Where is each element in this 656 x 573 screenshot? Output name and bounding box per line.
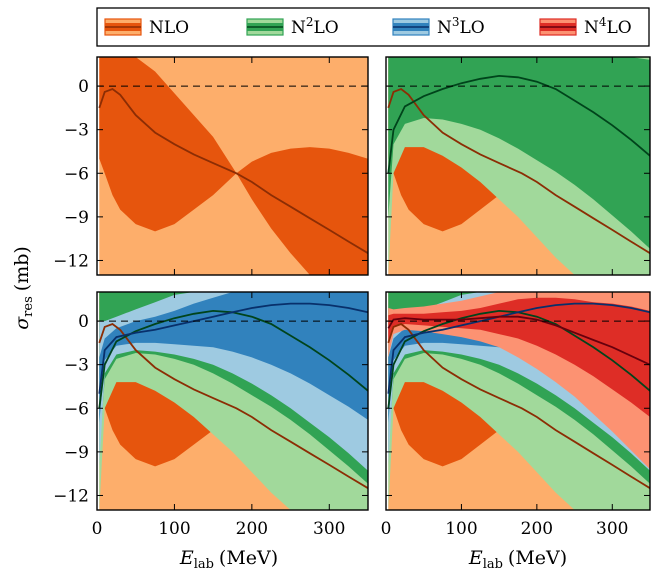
- x-axis-symbol-right: E: [468, 547, 483, 569]
- x-tick-label: 200: [236, 519, 268, 539]
- y-tick-label: 0: [78, 312, 89, 332]
- x-axis-subscript-right: lab: [483, 557, 503, 572]
- x-axis-subscript-left: lab: [194, 557, 214, 572]
- x-tick-label: 300: [596, 519, 628, 539]
- y-axis-title: σres (mb): [11, 246, 36, 330]
- legend-item-n4lo: N4LO: [539, 15, 632, 38]
- legend-label: NLO: [149, 18, 189, 38]
- y-tick-label: −9: [64, 443, 89, 463]
- y-tick-label: −12: [53, 486, 89, 506]
- n3lo-center-line: [387, 302, 650, 394]
- nlo-center-line: [387, 87, 650, 254]
- x-axis-symbol-left: E: [179, 547, 194, 569]
- legend-item-nlo: NLO: [104, 18, 189, 38]
- plot-frame: [385, 56, 651, 276]
- x-tick-label: 100: [445, 519, 477, 539]
- x-axis-title-right: Elab (MeV): [468, 547, 567, 572]
- nlo-band-68: [99, 57, 368, 275]
- x-axis-title-left: Elab (MeV): [179, 547, 278, 572]
- n3lo-center-line: [98, 302, 368, 394]
- ticks: [385, 57, 650, 275]
- y-tick-label: −3: [64, 121, 89, 141]
- legend: NLO N2LO N3LO N4LO: [96, 7, 650, 47]
- x-tick-label: 0: [92, 519, 103, 539]
- panel-1: 0 −3 −6 −9 −12: [53, 56, 369, 276]
- panel-4: 0 100 200 300: [381, 291, 651, 539]
- y-tick-label: 0: [78, 77, 89, 97]
- y-tick-label: −3: [64, 356, 89, 376]
- ticks: [96, 292, 368, 510]
- plot-frame: [385, 291, 651, 511]
- x-tick-label: 100: [158, 519, 190, 539]
- plot-frame: [96, 56, 369, 276]
- n2lo-center-line: [387, 74, 650, 174]
- y-axis-unit: (mb): [11, 246, 33, 291]
- nlo-center-line: [387, 322, 650, 489]
- n4lo-center-line: [387, 315, 650, 366]
- x-axis-unit-left: (MeV): [219, 547, 278, 569]
- legend-label: N3LO: [437, 15, 485, 38]
- n2lo-band-68: [388, 57, 650, 249]
- x-tick-label: 0: [381, 519, 392, 539]
- panel-2: [385, 56, 651, 276]
- n2lo-center-line: [98, 309, 368, 409]
- legend-label: N2LO: [291, 15, 339, 38]
- n2lo-center-line: [387, 309, 650, 409]
- nlo-center-line: [98, 322, 368, 489]
- y-tick-label: −12: [53, 251, 89, 271]
- panel-3: 0−3−6−9−120 100 200 300: [53, 291, 369, 539]
- y-tick-label: −6: [64, 164, 89, 184]
- ticks: [385, 292, 650, 510]
- x-axis-unit-right: (MeV): [508, 547, 567, 569]
- nlo-center-line: [98, 87, 368, 254]
- x-tick-label: 300: [313, 519, 345, 539]
- y-axis-symbol: σ: [11, 316, 33, 330]
- plot-frame: [96, 291, 369, 511]
- y-axis-subscript: res: [21, 296, 36, 317]
- y-tick-label: −6: [64, 399, 89, 419]
- x-tick-label: 200: [521, 519, 553, 539]
- legend-item-n2lo: N2LO: [246, 15, 339, 38]
- ticks: [96, 57, 368, 275]
- n3lo-band-68: [99, 292, 368, 423]
- legend-item-n3lo: N3LO: [392, 15, 485, 38]
- y-tick-label: −9: [64, 208, 89, 228]
- legend-label: N4LO: [584, 15, 632, 38]
